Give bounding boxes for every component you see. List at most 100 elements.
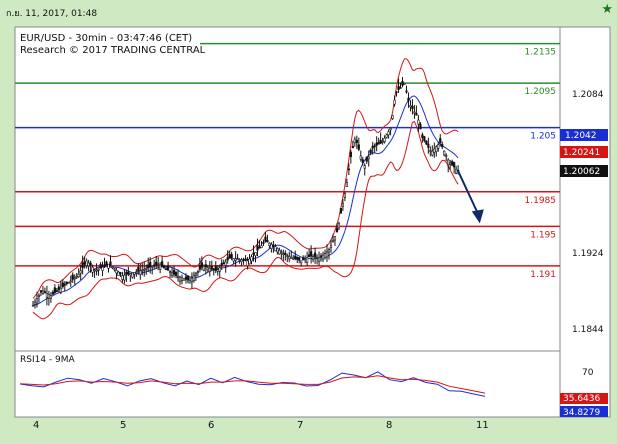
candle-body <box>258 247 261 249</box>
candle-body <box>308 254 311 257</box>
x-tick-label: 6 <box>208 420 214 431</box>
y-tick-label: 1.2084 <box>572 90 604 100</box>
candle-body <box>292 257 295 260</box>
candle-body <box>266 239 269 243</box>
candle-body <box>441 143 444 148</box>
candle-body <box>153 264 156 267</box>
candle-body <box>306 257 309 263</box>
candle-body <box>351 145 354 149</box>
candle-body <box>109 261 112 266</box>
candle-body <box>131 272 134 278</box>
candle-body <box>83 261 86 265</box>
candle-body <box>296 256 299 260</box>
x-tick-label: 8 <box>386 420 392 431</box>
y-tick-label: 1.1844 <box>572 325 604 335</box>
candle-body <box>407 97 410 102</box>
candle-body <box>315 257 319 259</box>
candle-body <box>343 193 346 198</box>
candle-body <box>254 252 257 256</box>
candle-body <box>129 273 132 276</box>
candle-body <box>226 257 229 261</box>
candle-body <box>272 244 275 247</box>
candle-body <box>178 276 182 282</box>
candle-body <box>288 256 291 260</box>
candle-body <box>415 112 418 116</box>
candle-body <box>409 105 412 108</box>
level-label: 1.191 <box>530 270 556 280</box>
forecast-arrow <box>457 170 484 224</box>
candle-body <box>377 142 380 145</box>
candle-body <box>224 261 227 266</box>
candle-body <box>35 298 39 304</box>
candle-body <box>164 268 168 271</box>
candle-body <box>196 271 199 273</box>
candle-body <box>250 256 253 262</box>
price-tag-text: 1.2042 <box>565 131 597 141</box>
candle-body <box>274 246 277 252</box>
upper-band <box>32 58 459 299</box>
candle-body <box>168 271 172 274</box>
candle-body <box>137 267 140 272</box>
candle-body <box>276 248 279 253</box>
candle-body <box>433 148 436 153</box>
candle-body <box>143 268 146 271</box>
candle-body <box>286 255 289 257</box>
candle-body <box>51 292 54 295</box>
candle-body <box>113 268 116 270</box>
candle-body <box>147 264 150 269</box>
candle-body <box>427 143 430 148</box>
x-tick-label: 5 <box>120 420 126 431</box>
candle-body <box>190 277 194 283</box>
candle-body <box>399 87 402 89</box>
candle-body <box>157 263 160 266</box>
candle-body <box>210 265 213 270</box>
candle-body <box>252 252 255 255</box>
candle-body <box>31 305 35 307</box>
candle-body <box>105 261 108 266</box>
candle-body <box>159 264 162 270</box>
rsi-lines <box>19 371 486 397</box>
candle-body <box>421 134 424 138</box>
level-label: 1.205 <box>530 132 556 142</box>
candle-body <box>375 142 378 146</box>
candle-body <box>347 168 350 171</box>
candle-body <box>391 115 394 119</box>
candle-body <box>310 251 313 257</box>
candle-body <box>359 155 362 160</box>
candle-body <box>117 271 120 276</box>
candle-body <box>393 99 396 105</box>
candle-body <box>73 277 76 280</box>
candle-body <box>327 249 331 253</box>
candle-body <box>447 159 450 166</box>
candle-body <box>151 265 154 268</box>
arrow-head <box>471 209 484 224</box>
candle-body <box>369 149 372 153</box>
candle-body <box>445 155 448 157</box>
candle-body <box>206 267 209 271</box>
x-tick-label: 4 <box>33 420 39 431</box>
candle-body <box>256 245 259 251</box>
candle-body <box>325 251 329 258</box>
candle-body <box>339 208 343 214</box>
candle-body <box>141 269 144 272</box>
candle-body <box>381 141 384 143</box>
candle-body <box>405 90 408 93</box>
candle-body <box>363 165 366 169</box>
candle-body <box>149 261 152 268</box>
candle-body <box>184 276 188 280</box>
star-icon[interactable]: ★ <box>601 2 613 17</box>
candle-body <box>115 270 118 274</box>
candle-body <box>365 156 368 162</box>
candle-body <box>33 301 37 305</box>
candle-body <box>41 290 45 294</box>
candle-body <box>349 151 352 157</box>
candle-body <box>411 105 414 110</box>
candle-body <box>79 270 82 274</box>
candle-body <box>248 258 251 265</box>
candle-body <box>214 265 217 271</box>
rsi-tag-text: 34.8279 <box>563 408 600 418</box>
candle-body <box>355 139 358 144</box>
candle-body <box>176 276 180 278</box>
y-axis-strip <box>559 26 611 418</box>
candle-body <box>55 290 58 292</box>
